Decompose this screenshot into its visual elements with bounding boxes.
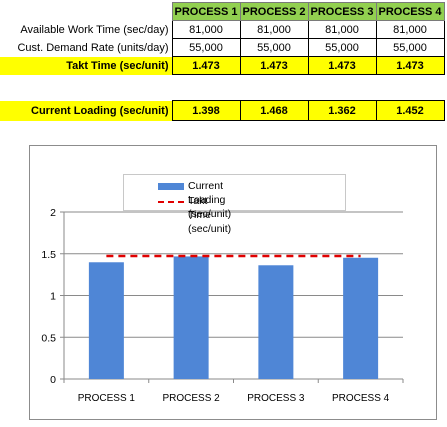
corner-cell: [0, 3, 172, 21]
x-tick-label: PROCESS 2: [163, 393, 221, 404]
cell: 81,000: [375, 20, 445, 39]
cell: 1.398: [171, 100, 241, 121]
bar: [88, 262, 124, 379]
x-tick-label: PROCESS 4: [332, 393, 390, 404]
x-tick-label: PROCESS 1: [78, 393, 136, 404]
row-label: Current Loading (sec/unit): [0, 100, 172, 121]
cell: 1.468: [239, 100, 309, 121]
cell: 55,000: [171, 38, 241, 57]
y-tick-label: 2: [50, 207, 56, 219]
header-process-3: PROCESS 3: [307, 2, 377, 21]
row-current-loading: Current Loading (sec/unit) 1.398 1.468 1…: [0, 100, 445, 121]
cell: 1.473: [239, 56, 309, 75]
header-process-4: PROCESS 4: [375, 2, 445, 21]
legend-swatch-bar: [158, 183, 184, 190]
row-demand-rate: Cust. Demand Rate (units/day) 55,000 55,…: [0, 38, 445, 57]
header-process-2: PROCESS 2: [239, 2, 309, 21]
bar: [258, 265, 294, 379]
legend-swatch-line: [158, 201, 184, 203]
cell: 55,000: [239, 38, 309, 57]
y-tick-label: 1.5: [41, 249, 56, 261]
cell: 1.452: [375, 100, 445, 121]
row-label: Available Work Time (sec/day): [20, 23, 169, 36]
cell: 1.473: [307, 56, 377, 75]
cell: 1.473: [375, 56, 445, 75]
legend-label: Current Loading (sec/unit): [188, 180, 232, 220]
x-tick-label: PROCESS 3: [247, 393, 305, 404]
chart-area[interactable]: 0 0.5 1 1.5 2 PROCESS 1 PROCESS 2 PROCESS 3 PROC…: [29, 145, 437, 420]
cell: 81,000: [239, 20, 309, 39]
header-process-1: PROCESS 1: [171, 2, 241, 21]
row-label: Cust. Demand Rate (units/day): [17, 41, 169, 54]
y-tick-label: 1: [50, 291, 56, 303]
cell: 55,000: [375, 38, 445, 57]
process-table: PROCESS 1 PROCESS 2 PROCESS 3 PROCESS 4 …: [0, 2, 445, 75]
bar: [343, 257, 379, 379]
chart-svg: 0 0.5 1 1.5 2 PROCESS 1 PROCESS 2 PROCESS 3 PROC…: [41, 207, 404, 404]
loading-table: Current Loading (sec/unit) 1.398 1.468 1…: [0, 100, 445, 121]
y-tick-label: 0: [50, 374, 56, 386]
bar: [173, 256, 209, 379]
cell: 55,000: [307, 38, 377, 57]
cell: 81,000: [307, 20, 377, 39]
header-row: PROCESS 1 PROCESS 2 PROCESS 3 PROCESS 4: [0, 2, 445, 21]
cell: 81,000: [171, 20, 241, 39]
y-tick-label: 0.5: [41, 332, 56, 344]
row-takt-time: Takt Time (sec/unit) 1.473 1.473 1.473 1…: [0, 56, 445, 75]
legend: Current Loading (sec/unit) Takt Time (se…: [123, 174, 346, 235]
cell: 1.473: [171, 56, 241, 75]
row-available-work-time: Available Work Time (sec/day) 81,000 81,…: [0, 20, 445, 39]
cell: 1.362: [307, 100, 377, 121]
legend-label: Takt Time (sec/unit): [188, 195, 232, 235]
row-label: Takt Time (sec/unit): [0, 56, 172, 75]
